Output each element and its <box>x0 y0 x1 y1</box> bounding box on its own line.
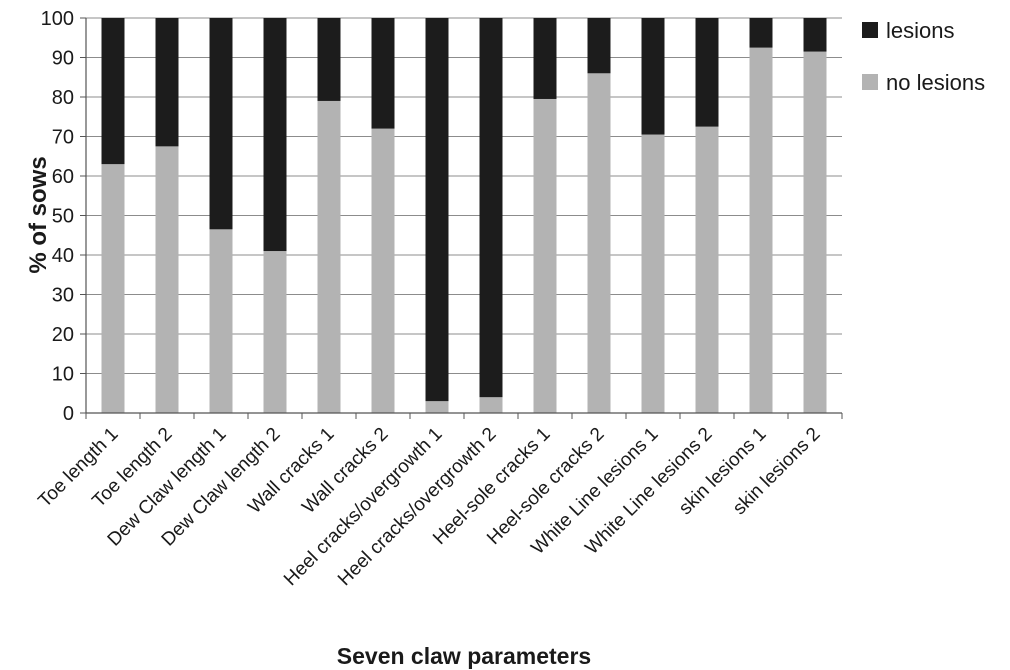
bar-segment-no-lesions <box>695 126 719 413</box>
bar-segment-no-lesions <box>371 128 395 413</box>
legend: lesions no lesions <box>862 18 985 95</box>
bar-segment-lesions <box>587 18 611 74</box>
bar-segment-no-lesions <box>101 164 125 413</box>
axes <box>80 17 843 419</box>
y-tick-label: 0 <box>63 403 74 425</box>
legend-label-lesions: lesions <box>886 18 954 43</box>
y-tick-label: 60 <box>52 166 74 188</box>
legend-swatch-lesions <box>862 22 878 38</box>
y-tick-labels: 0 10 20 30 40 50 60 70 80 90 100 <box>41 8 74 425</box>
bar-segment-no-lesions <box>263 251 287 413</box>
bar-segment-no-lesions <box>803 51 827 413</box>
y-tick-label: 90 <box>52 48 74 70</box>
bar-segment-lesions <box>317 18 341 101</box>
bar-segment-no-lesions <box>155 146 179 413</box>
bar-segment-lesions <box>155 18 179 147</box>
y-axis-label: % of sows <box>25 156 52 273</box>
y-tick-label: 30 <box>52 285 74 307</box>
bar-segment-lesions <box>533 18 557 99</box>
y-tick-label: 100 <box>41 8 74 30</box>
y-tick-label: 20 <box>52 324 74 346</box>
bar-segment-lesions <box>263 18 287 252</box>
x-axis-label: Seven claw parameters <box>337 643 591 669</box>
bar-segment-no-lesions <box>479 397 503 413</box>
bar-segment-lesions <box>101 18 125 165</box>
bar-segment-lesions <box>695 18 719 127</box>
legend-swatch-no-lesions <box>862 74 878 90</box>
y-tick-label: 70 <box>52 127 74 149</box>
y-tick-label: 80 <box>52 87 74 109</box>
bar-segment-no-lesions <box>749 47 773 413</box>
bar-segment-no-lesions <box>533 98 557 413</box>
y-tick-label: 40 <box>52 245 74 267</box>
bar-segment-lesions <box>479 18 503 398</box>
bar-segment-no-lesions <box>209 229 233 413</box>
bar-segment-lesions <box>749 18 773 48</box>
bar-segment-no-lesions <box>425 401 449 413</box>
bar-segment-lesions <box>425 18 449 402</box>
bars <box>101 18 827 414</box>
bar-segment-lesions <box>209 18 233 230</box>
y-tick-label: 50 <box>52 206 74 228</box>
legend-label-no-lesions: no lesions <box>886 70 985 95</box>
bar-segment-lesions <box>803 18 827 52</box>
gridlines <box>86 17 842 374</box>
bar-segment-no-lesions <box>317 100 341 413</box>
bar-segment-no-lesions <box>641 134 665 413</box>
bar-segment-no-lesions <box>587 73 611 414</box>
bar-segment-lesions <box>641 18 665 135</box>
y-tick-label: 10 <box>52 364 74 386</box>
bar-segment-lesions <box>371 18 395 129</box>
